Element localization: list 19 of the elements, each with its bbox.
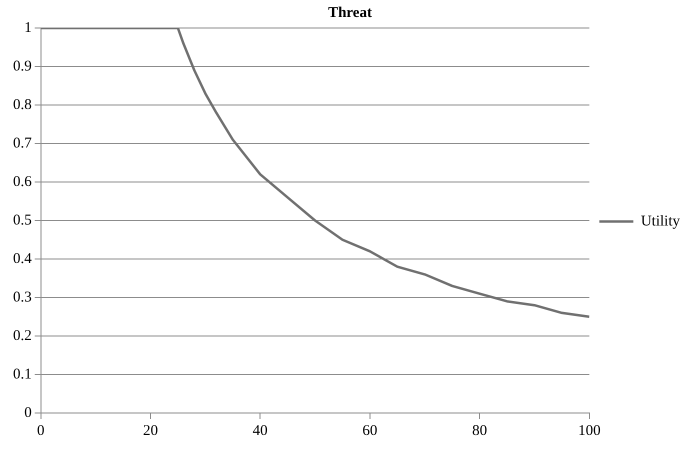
x-tick-label: 20 — [142, 422, 158, 439]
x-tick-label: 100 — [578, 422, 601, 439]
x-tick-label: 0 — [37, 422, 44, 439]
x-tick-label: 80 — [472, 422, 488, 439]
y-tick-label: 0.4 — [13, 250, 32, 267]
y-tick-label: 0.6 — [13, 174, 32, 190]
x-tick-label: 60 — [362, 422, 378, 439]
y-tick-label: 0.7 — [13, 135, 32, 152]
y-tick-label: 0.3 — [13, 289, 32, 306]
y-tick-label: 0.8 — [13, 96, 32, 113]
y-tick-label: 0.1 — [13, 366, 32, 382]
y-tick-label: 0.9 — [13, 58, 32, 74]
y-tick-label: 0.2 — [13, 328, 32, 344]
y-tick-label: 0.5 — [13, 212, 32, 228]
y-tick-label: 1 — [24, 20, 32, 36]
y-tick-label: 0 — [24, 404, 32, 421]
x-tick-label: 40 — [252, 422, 268, 439]
legend-label: Utility — [640, 213, 680, 230]
chart-title: Threat — [328, 4, 372, 21]
